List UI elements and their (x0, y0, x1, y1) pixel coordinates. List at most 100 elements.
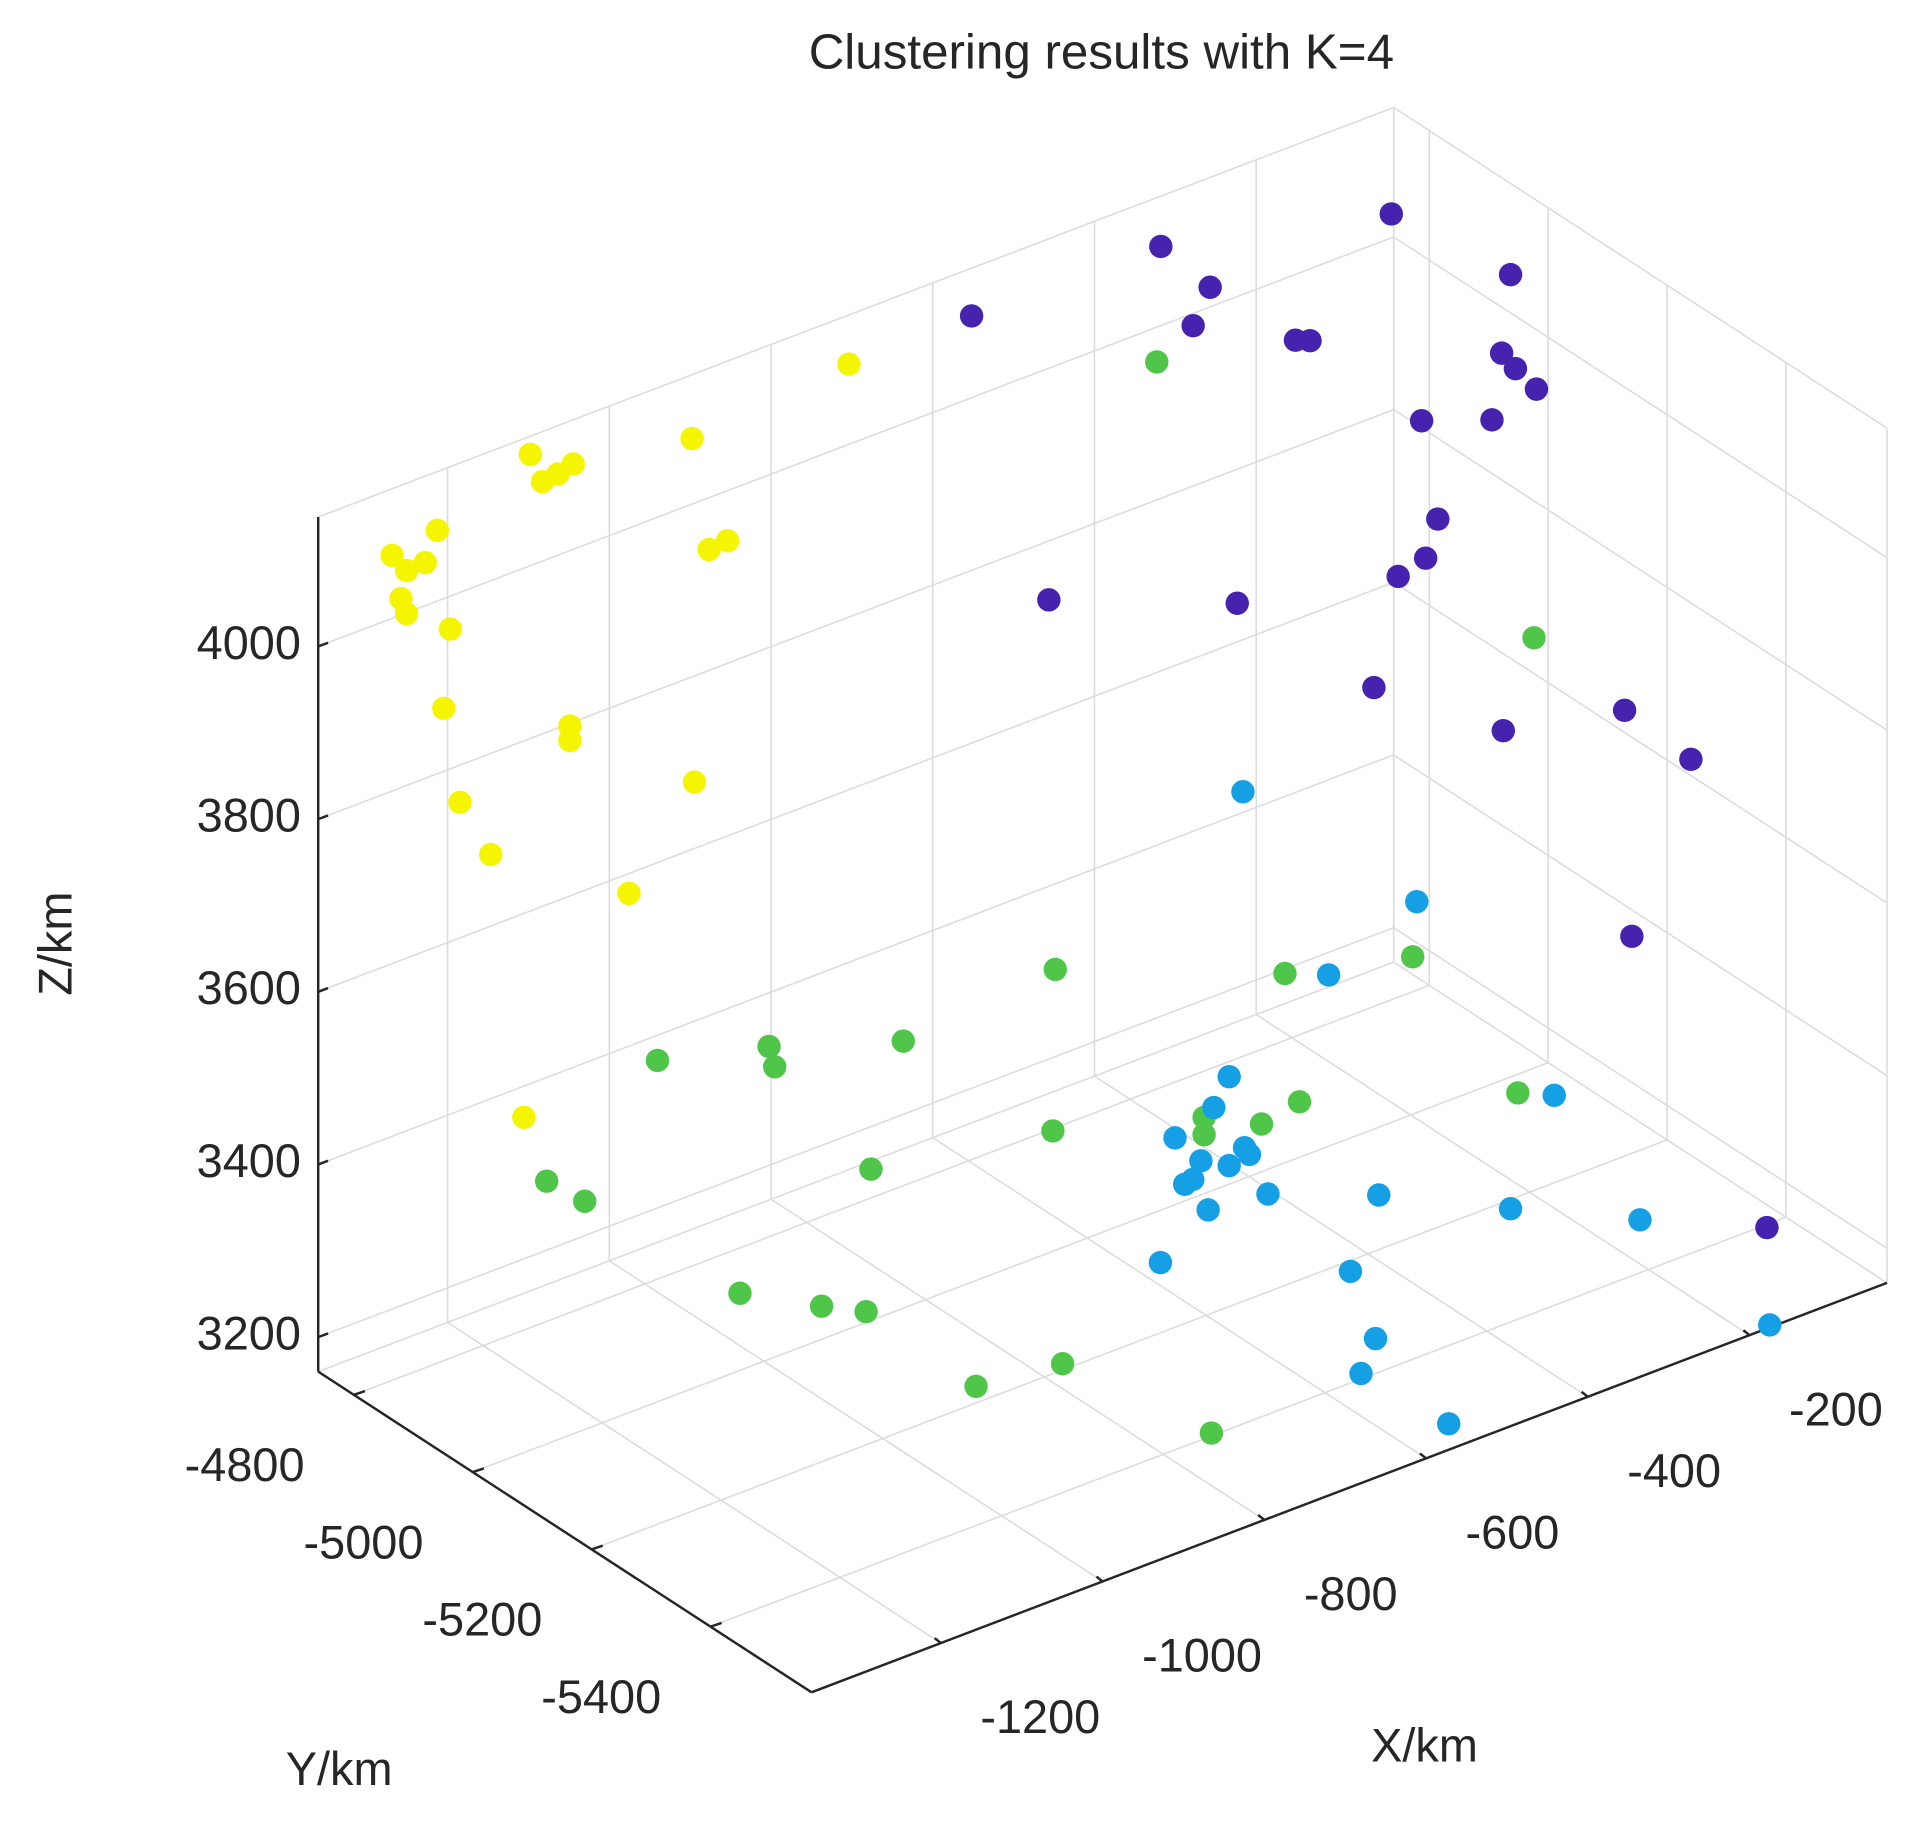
data-point (518, 442, 543, 467)
grid-line (1393, 926, 1888, 1249)
data-point (1202, 1095, 1226, 1120)
grid-line (608, 1260, 1104, 1583)
data-point (1620, 924, 1644, 949)
data-point (1755, 1215, 1779, 1240)
data-point (1149, 234, 1173, 259)
data-point (1225, 591, 1249, 615)
data-point (1379, 202, 1403, 226)
data-point (859, 1157, 883, 1181)
data-point (479, 842, 503, 867)
grid-line (472, 1061, 1549, 1473)
data-point (715, 528, 740, 553)
grid-line (1094, 1075, 1589, 1398)
z-tick-label: 3800 (197, 789, 301, 841)
x-tick-label: -800 (1304, 1568, 1398, 1620)
data-point (1409, 409, 1434, 433)
data-point (837, 352, 861, 376)
data-point (1287, 1090, 1312, 1114)
data-point (1237, 1142, 1262, 1167)
data-point (1198, 275, 1222, 299)
data-point (572, 1189, 597, 1213)
z-tick (317, 814, 329, 821)
data-point (1189, 1149, 1213, 1173)
grid-line (710, 1216, 1787, 1628)
data-point (1758, 1313, 1782, 1337)
data-point (448, 790, 472, 815)
z-tick-label: 3600 (197, 962, 301, 1014)
grid-line (317, 754, 1394, 1166)
data-point (1413, 546, 1438, 570)
data-point (1041, 1119, 1065, 1143)
data-point (1148, 1250, 1173, 1275)
z-tick (317, 641, 329, 648)
y-tick (472, 1467, 485, 1474)
y-axis-line (317, 1370, 813, 1694)
data-point (1349, 1361, 1373, 1386)
z-tick-label: 4000 (197, 617, 301, 669)
data-point (1145, 350, 1169, 374)
grid-line (1393, 754, 1888, 1077)
data-point (432, 696, 456, 721)
y-tick-label: -4800 (185, 1439, 305, 1491)
data-point (1338, 1259, 1363, 1284)
data-point (680, 426, 704, 451)
data-point (1043, 957, 1068, 982)
data-point (959, 304, 984, 328)
data-point (728, 1281, 752, 1305)
data-point (1037, 588, 1061, 612)
data-point (1362, 675, 1386, 700)
data-point (854, 1299, 878, 1324)
data-point (561, 452, 585, 476)
y-tick-label: -5000 (304, 1516, 424, 1568)
data-point (558, 728, 582, 753)
data-point (438, 617, 463, 641)
grid-line (1393, 408, 1888, 731)
data-point (512, 1105, 536, 1130)
y-tick (353, 1389, 366, 1397)
z-tick (317, 1332, 329, 1339)
grid-line (770, 1198, 1265, 1521)
data-point (1437, 1412, 1461, 1436)
grid-line (447, 1321, 942, 1644)
data-point (534, 1169, 559, 1193)
data-point (1217, 1064, 1241, 1089)
data-point (1628, 1208, 1652, 1232)
data-point (682, 770, 707, 794)
x-tick-label: -600 (1466, 1506, 1560, 1558)
grid-line (1393, 236, 1888, 559)
data-point (1199, 1421, 1224, 1445)
chart-title: Clustering results with K=4 (809, 25, 1394, 80)
data-point (425, 518, 450, 543)
data-point (697, 537, 721, 562)
y-axis-label: Y/km (286, 1743, 393, 1795)
data-point (1426, 507, 1450, 531)
grid-line (317, 581, 1394, 993)
data-point (1367, 1183, 1391, 1207)
box-edge (1393, 106, 1888, 429)
data-point (645, 1048, 670, 1073)
data-point (394, 558, 419, 583)
data-point (1498, 1196, 1523, 1221)
box-edge (1393, 961, 1888, 1284)
x-tick-label: -1200 (980, 1691, 1100, 1743)
x-tick-label: -200 (1789, 1383, 1883, 1435)
y-tick (591, 1544, 604, 1551)
data-point (1217, 1153, 1241, 1178)
data-point (1401, 945, 1425, 969)
grid-line (932, 1136, 1427, 1460)
data-point (891, 1029, 916, 1053)
data-point (763, 1055, 787, 1079)
data-point (413, 550, 437, 575)
x-tick-label: -1000 (1142, 1630, 1262, 1682)
data-point (809, 1294, 834, 1318)
data-point (1363, 1326, 1388, 1351)
data-point (380, 543, 404, 568)
data-point (757, 1034, 781, 1059)
data-point (1273, 961, 1297, 986)
data-point (1679, 747, 1703, 772)
data-point (1181, 1167, 1205, 1192)
data-point (1249, 1112, 1274, 1136)
x-tick-label: -400 (1627, 1445, 1721, 1497)
